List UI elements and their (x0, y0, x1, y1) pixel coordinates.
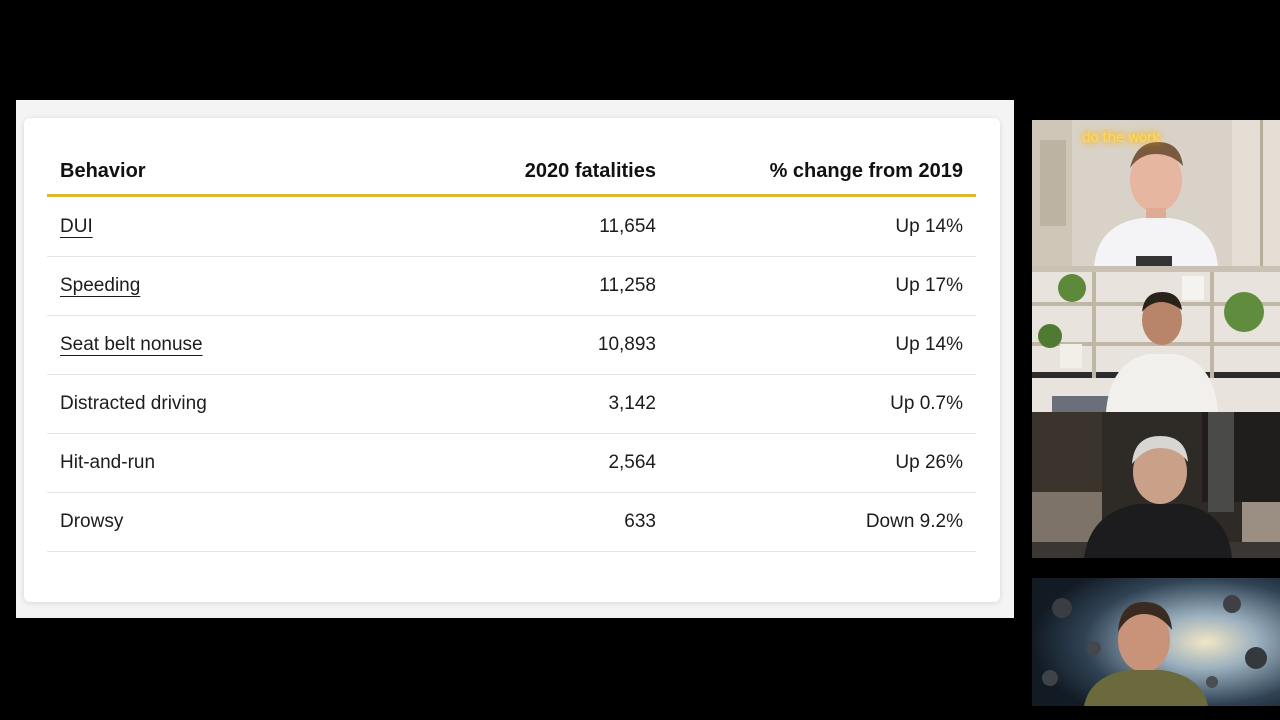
behavior-link[interactable]: Seat belt nonuse (60, 334, 203, 355)
behavior-link[interactable]: Speeding (60, 275, 141, 296)
table-card: Behavior 2020 fatalities % change from 2… (24, 118, 1000, 602)
table-row: Drowsy 633 Down 9.2% (47, 492, 976, 552)
fatalities-cell: 3,142 (373, 374, 669, 434)
behavior-link[interactable]: DUI (60, 215, 93, 237)
fatalities-cell: 633 (373, 492, 669, 552)
participant-video (1032, 578, 1280, 706)
behavior-cell: Drowsy (47, 492, 373, 552)
participant-video (1032, 120, 1280, 266)
table-row: Hit-and-run 2,564 Up 26% (47, 433, 976, 493)
table-row: Distracted driving 3,142 Up 0.7% (47, 374, 976, 434)
header-change: % change from 2019 (669, 148, 976, 197)
table-row: DUI 11,654 Up 14% (47, 195, 976, 257)
change-cell: Up 14% (669, 315, 976, 375)
neon-sign: do the work (1082, 130, 1160, 146)
participant-video (1032, 266, 1280, 412)
behavior-cell: Seat belt nonuse (47, 315, 373, 375)
fatalities-cell: 2,564 (373, 433, 669, 493)
behavior-cell: Hit-and-run (47, 433, 373, 493)
participant-video-tile[interactable] (1032, 266, 1280, 412)
participant-video-tile[interactable] (1032, 412, 1280, 558)
behavior-cell: DUI (47, 195, 373, 257)
change-cell: Up 17% (669, 256, 976, 316)
participant-video (1032, 412, 1280, 558)
participant-video-tile[interactable]: do the work (1032, 120, 1280, 266)
behavior-cell: Speeding (47, 256, 373, 316)
fatalities-cell: 11,654 (373, 195, 669, 257)
table-header-row: Behavior 2020 fatalities % change from 2… (47, 148, 976, 197)
change-cell: Up 14% (669, 195, 976, 257)
header-behavior: Behavior (47, 148, 373, 197)
change-cell: Up 26% (669, 433, 976, 493)
behavior-cell: Distracted driving (47, 374, 373, 434)
header-fatalities: 2020 fatalities (373, 148, 669, 197)
table-row: Seat belt nonuse 10,893 Up 14% (47, 315, 976, 375)
fatalities-table: Behavior 2020 fatalities % change from 2… (47, 148, 976, 552)
change-cell: Up 0.7% (669, 374, 976, 434)
fatalities-cell: 10,893 (373, 315, 669, 375)
shared-screen: Behavior 2020 fatalities % change from 2… (16, 100, 1014, 618)
change-cell: Down 9.2% (669, 492, 976, 552)
table-row: Speeding 11,258 Up 17% (47, 256, 976, 316)
participant-video-tile[interactable] (1032, 578, 1280, 706)
fatalities-cell: 11,258 (373, 256, 669, 316)
